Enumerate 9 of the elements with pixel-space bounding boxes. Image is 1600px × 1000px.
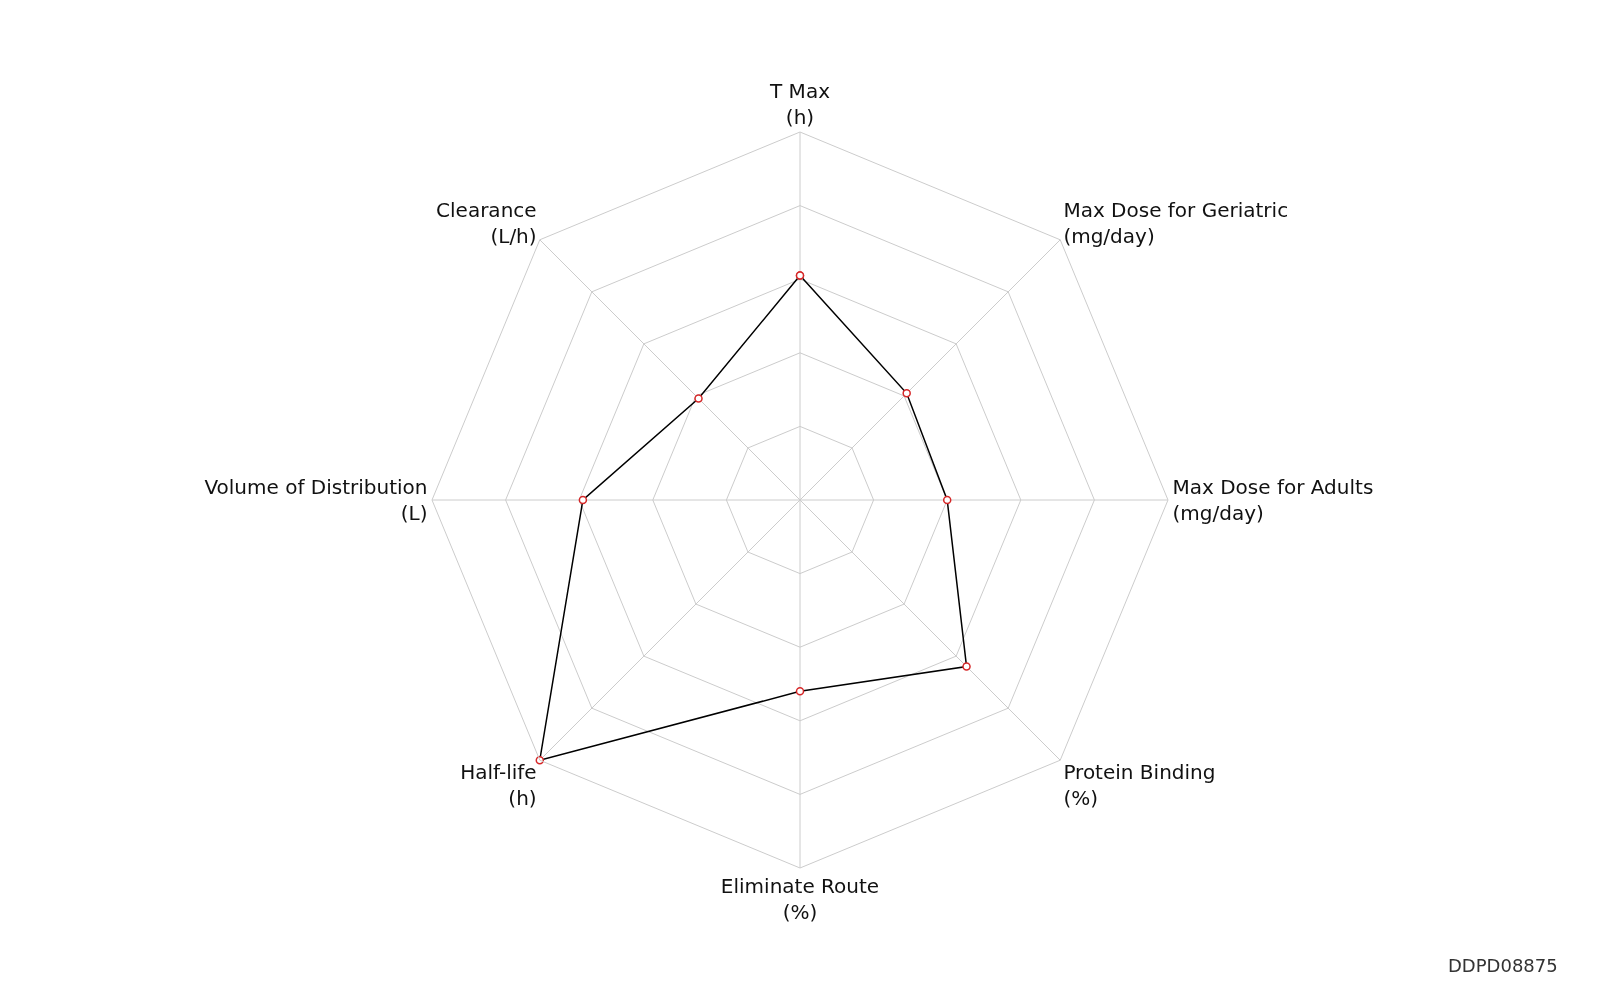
spoke-label: Clearance (L/h) <box>436 197 537 248</box>
text: DDPD08875 <box>1448 955 1558 976</box>
spoke-label: Max Dose for Geriatric (mg/day) <box>1063 197 1289 248</box>
spoke-label: Eliminate Route (%) <box>720 873 880 924</box>
spoke-label: Volume of Distribution (L) <box>204 475 428 525</box>
spoke-label: Protein Binding (%) <box>1063 759 1216 810</box>
spoke-label: T Max (h) <box>769 78 831 129</box>
spoke-label: Half-life (h) <box>460 759 537 810</box>
spoke-label: Max Dose for Adults (mg/day) <box>1172 475 1374 525</box>
